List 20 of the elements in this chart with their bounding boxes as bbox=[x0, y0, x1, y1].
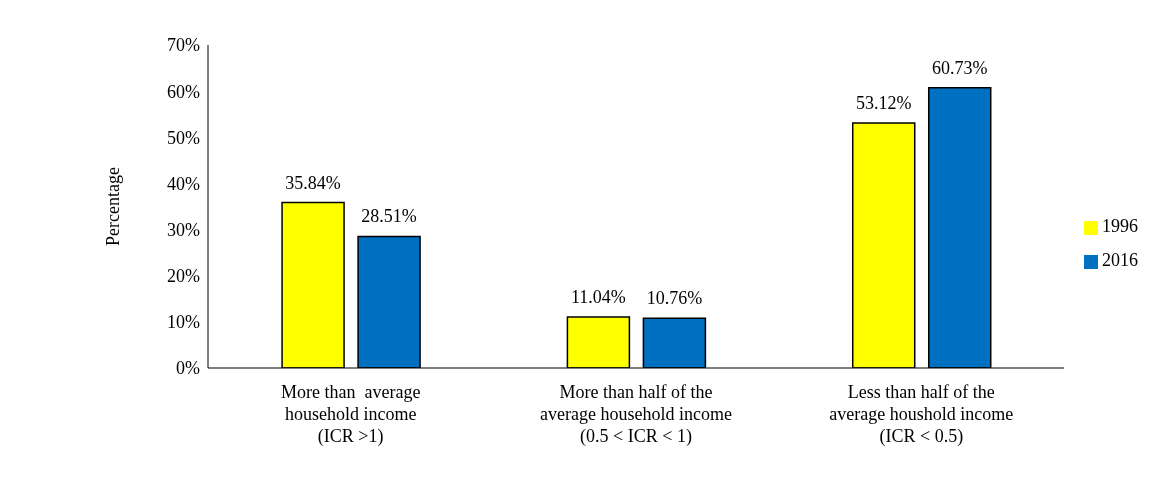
y-tick-label: 20% bbox=[167, 266, 200, 287]
data-label: 28.51% bbox=[361, 206, 417, 227]
legend-label: 1996 bbox=[1102, 216, 1138, 236]
y-tick-label: 30% bbox=[167, 219, 200, 240]
data-label: 10.76% bbox=[646, 288, 703, 309]
x-tick-label: Less than half of the average houshold income (ICR < 0.5) bbox=[829, 382, 1014, 447]
data-label: 35.84% bbox=[285, 172, 341, 193]
legend-label: 2016 bbox=[1102, 250, 1138, 270]
y-tick-label: 10% bbox=[167, 312, 200, 333]
data-label: 11.04% bbox=[570, 287, 626, 308]
x-tick-label: More than half of the average household income (0.5 < ICR < 1) bbox=[540, 382, 732, 447]
data-label: 60.73% bbox=[931, 57, 988, 78]
x-tick-label: More than average household income (ICR >1) bbox=[280, 382, 421, 447]
y-tick-label: 0% bbox=[176, 358, 200, 379]
data-label: 53.12% bbox=[855, 92, 912, 113]
y-tick-label: 70% bbox=[167, 35, 200, 56]
y-tick-label: 50% bbox=[167, 127, 200, 148]
y-tick-label: 60% bbox=[167, 81, 200, 102]
y-tick-label: 40% bbox=[167, 173, 200, 194]
y-axis-title: Percentage bbox=[103, 167, 124, 246]
